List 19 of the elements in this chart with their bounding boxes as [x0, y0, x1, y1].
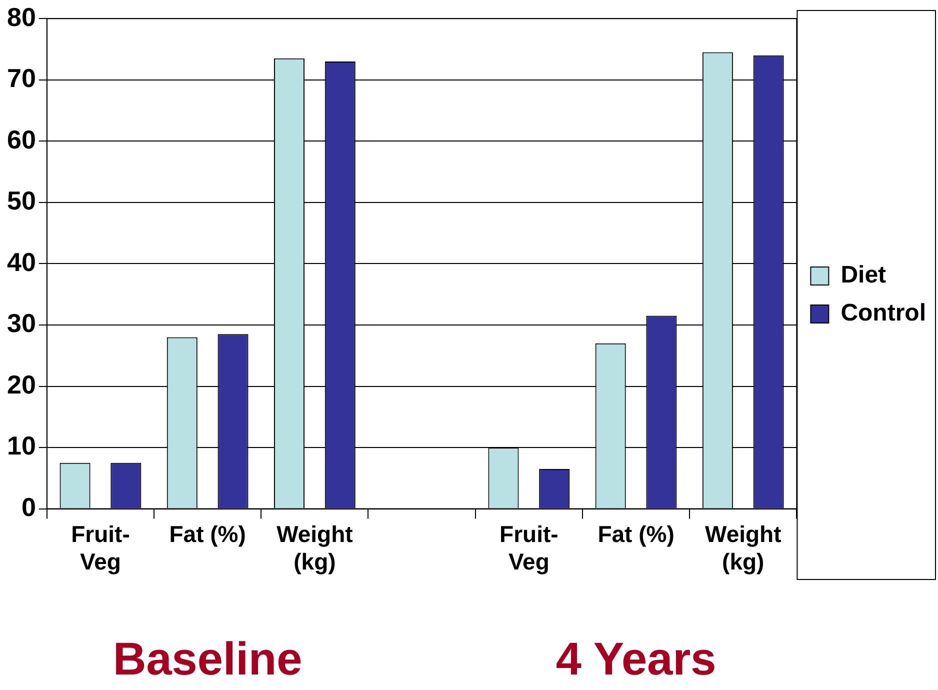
x-tick-label: Weight (kg) [276, 520, 354, 575]
x-tick-label: Fat (%) [169, 520, 246, 547]
text: 4 Years [556, 632, 716, 685]
y-tick-label: 20 [7, 369, 36, 400]
y-tick-label: 50 [7, 186, 36, 216]
x-tick-label: Fruit-Veg [71, 520, 130, 575]
text: Baseline [112, 632, 302, 685]
y-tick-label: 0 [21, 492, 36, 522]
x-tick-label: Fat (%) [598, 520, 674, 547]
y-tick-label: 10 [7, 430, 36, 461]
legend-label: Control [840, 300, 926, 327]
x-tick-label: Weight (kg) [705, 520, 782, 575]
y-tick-label: 60 [7, 124, 36, 154]
y-tick-label: 30 [7, 308, 36, 338]
y-tick-label: 80 [7, 2, 36, 32]
y-tick-label: 40 [7, 246, 36, 277]
y-tick-label: 70 [7, 63, 36, 94]
x-tick-label: Fruit-Veg [500, 520, 558, 575]
legend-label: Diet [840, 262, 886, 289]
